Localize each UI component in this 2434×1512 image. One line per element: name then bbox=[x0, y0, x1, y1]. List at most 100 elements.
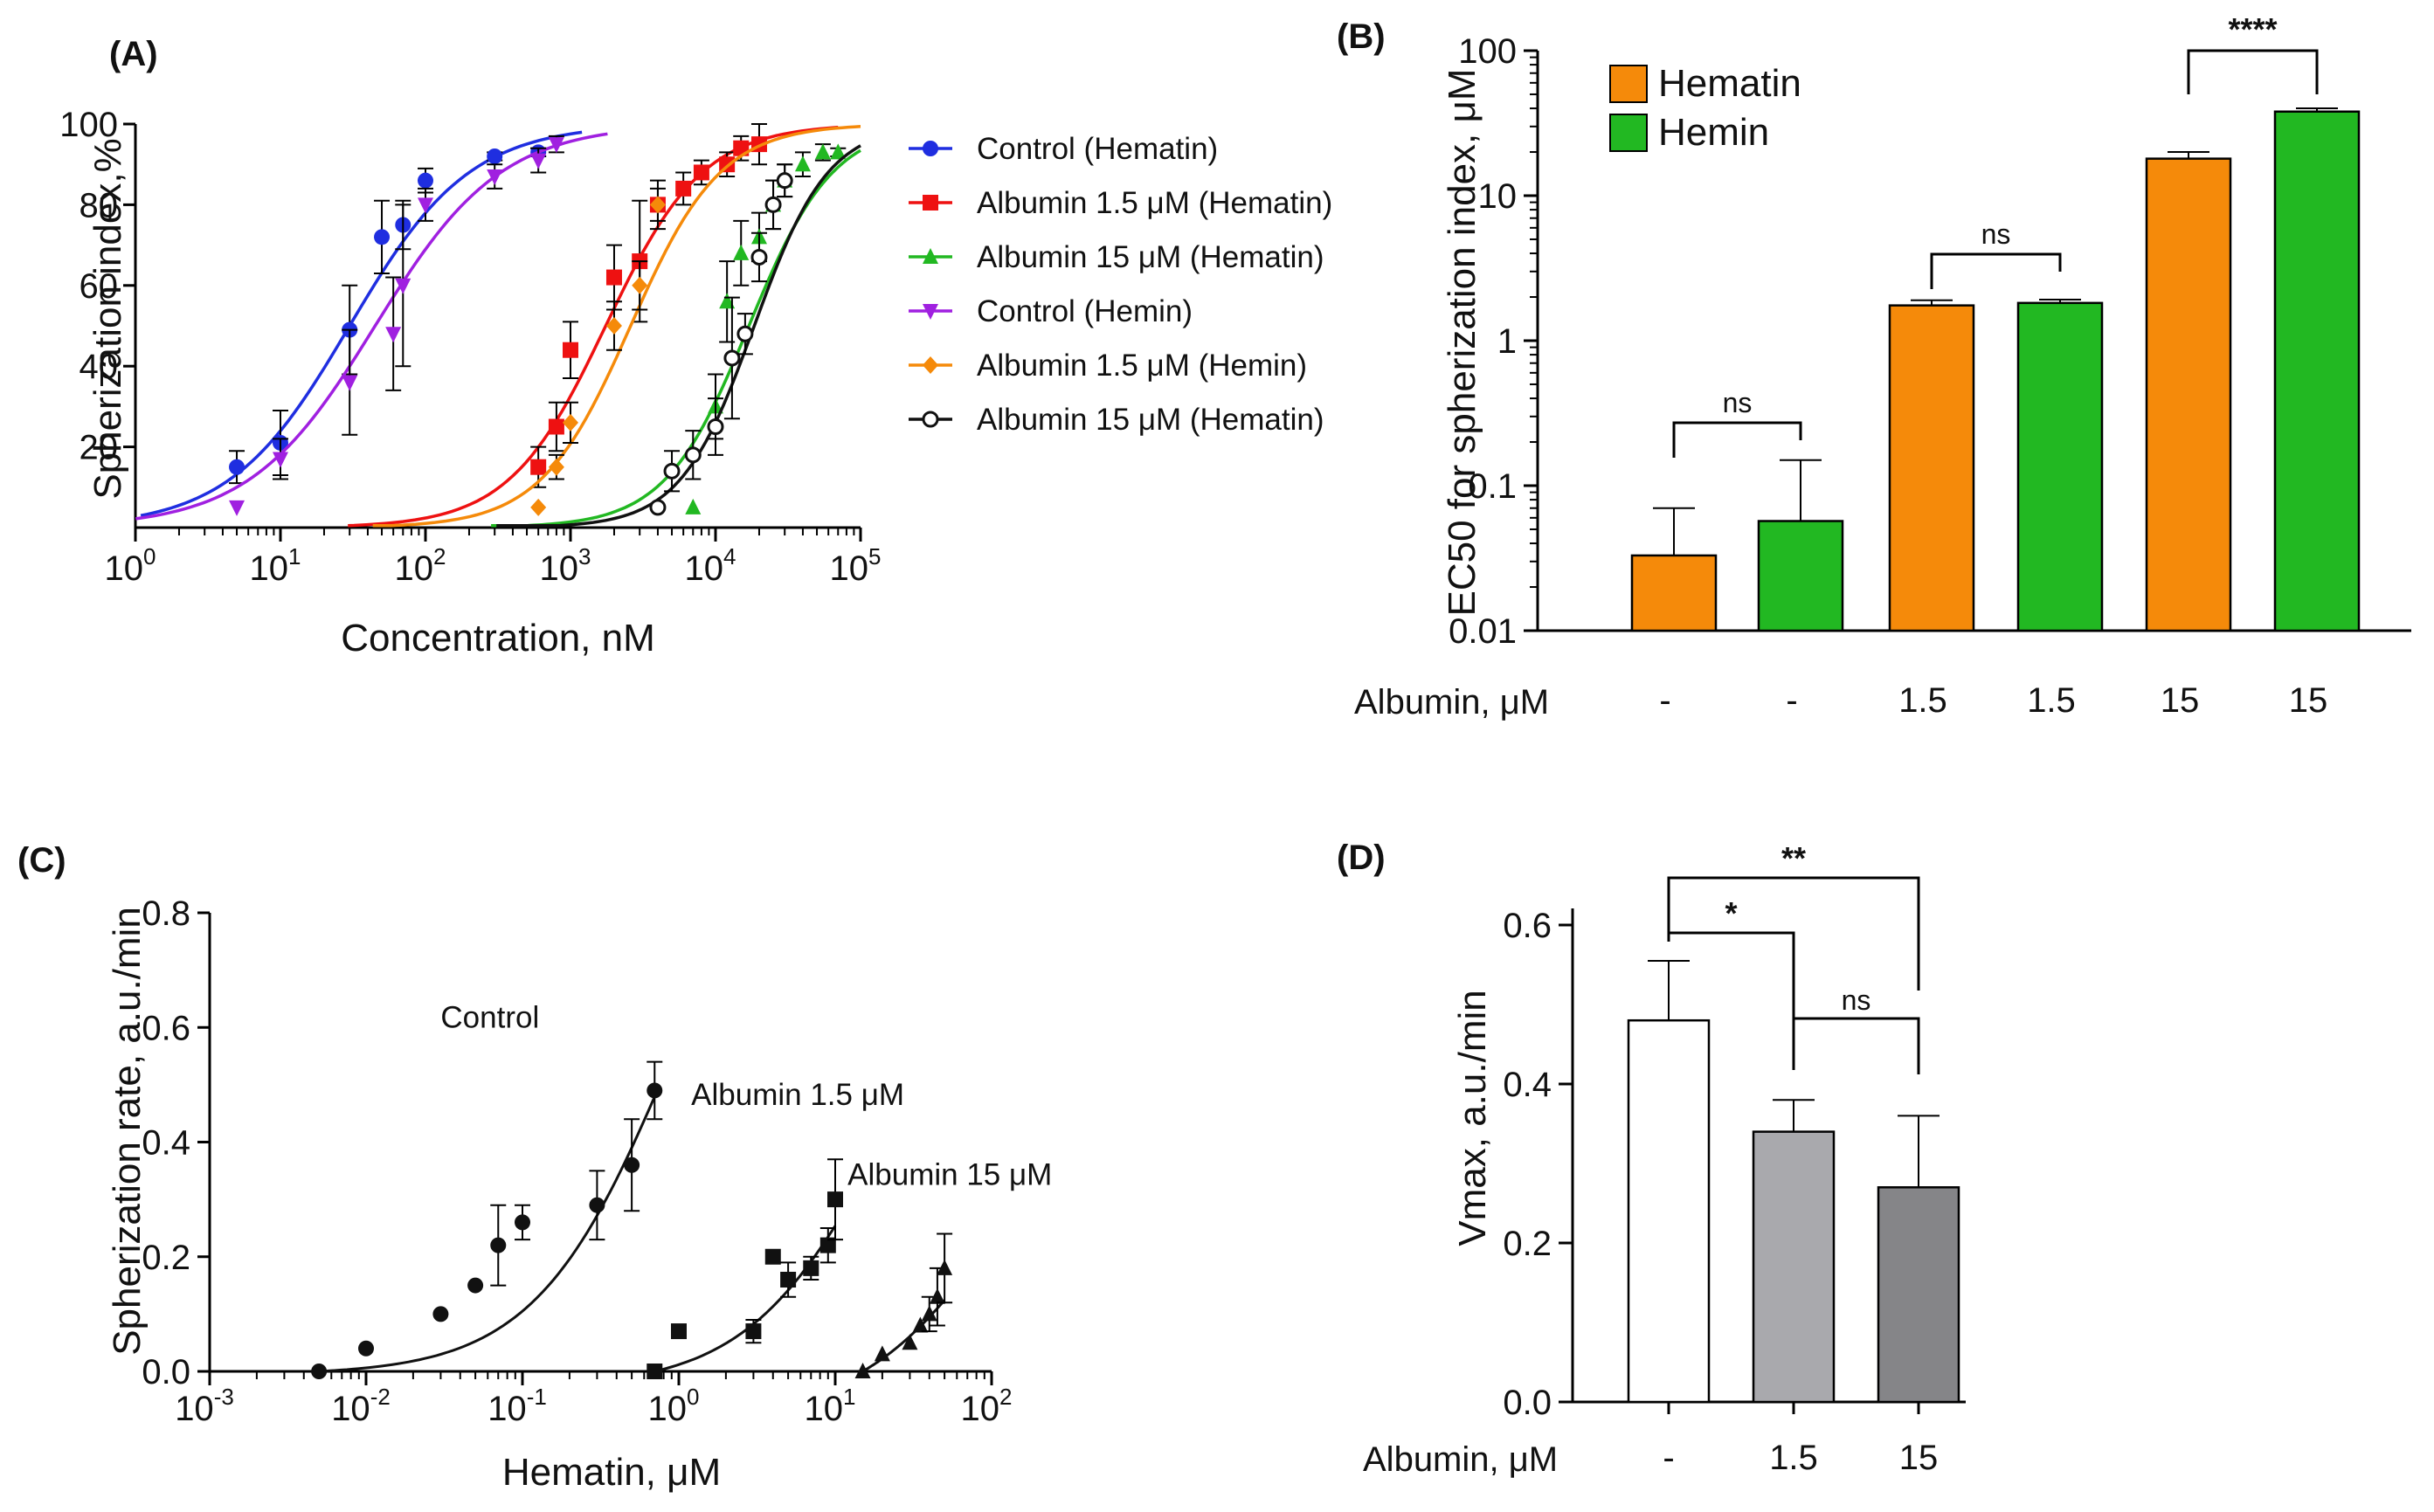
panel-a-x-tick-label-exp: 3 bbox=[578, 543, 591, 570]
panel-a-x-tick-label: 104 bbox=[685, 543, 736, 588]
panel-a-series-albumin-1-5-m-hemin bbox=[372, 125, 861, 528]
panel-a-point bbox=[229, 459, 245, 475]
panel-c-x-title: Hematin, μM bbox=[502, 1451, 721, 1494]
panel-a-point bbox=[563, 342, 578, 358]
panel-c-x-tick-label: 102 bbox=[961, 1384, 1013, 1428]
panel-a-point bbox=[707, 418, 724, 435]
panel-b-category-label: - bbox=[1786, 681, 1797, 720]
panel-c-x-tick-label-base: 10 bbox=[487, 1390, 527, 1428]
panel-a-y-tick-label: 60 bbox=[80, 267, 119, 306]
panel-b-category-label: 1.5 bbox=[1898, 681, 1947, 720]
panel-d-category-label: 1.5 bbox=[1769, 1439, 1818, 1477]
panel-a-point bbox=[663, 462, 681, 480]
panel-c-y-tick-label: 0.8 bbox=[142, 894, 190, 933]
panel-c-point bbox=[780, 1272, 797, 1288]
panel-d-significance-label: * bbox=[1725, 895, 1737, 931]
panel-a-point bbox=[736, 325, 754, 342]
panel-c-point bbox=[490, 1237, 507, 1253]
panel-b-y-title: EC50 for spherization index, μM bbox=[1441, 69, 1483, 617]
panel-d-y-tick-label: 0.0 bbox=[1503, 1384, 1552, 1422]
panel-c-y-tick-label: 0.2 bbox=[142, 1239, 190, 1277]
panel-c-x-tick-label: 10-2 bbox=[331, 1384, 391, 1428]
panel-d-y-title: Vmax, a.u./min bbox=[1451, 990, 1494, 1246]
panel-a-fit-curve bbox=[496, 144, 861, 528]
panel-c-point bbox=[358, 1340, 374, 1357]
panel-a-y-tick-label: 40 bbox=[80, 348, 119, 386]
panel-c-point bbox=[937, 1259, 953, 1275]
panel-d-significance-label: ** bbox=[1781, 840, 1806, 876]
panel-a-point bbox=[342, 375, 358, 391]
panel-c-point bbox=[647, 1364, 663, 1379]
panel-a-point bbox=[764, 196, 782, 213]
panel-c-point bbox=[745, 1323, 762, 1340]
panel-c-x-tick-label-exp: 1 bbox=[843, 1384, 855, 1410]
panel-c: (C) 0.00.20.40.60.810-3 10-2 10-1 100 101 102… bbox=[17, 841, 1052, 1494]
panel-b-category-label: 15 bbox=[2161, 681, 2200, 720]
panel-c-series-albumin-15-m bbox=[854, 1232, 953, 1378]
panel-a-point bbox=[418, 172, 433, 189]
panel-a-point bbox=[229, 500, 245, 516]
panel-a-x-tick-label: 100 bbox=[105, 543, 156, 588]
panel-b-bar-hematin bbox=[2145, 157, 2232, 632]
panel-a-x-title: Concentration, nM bbox=[341, 617, 655, 659]
panel-b-bar-hemin bbox=[1757, 520, 1844, 632]
panel-c-series-label: Albumin 15 μM bbox=[847, 1158, 1052, 1192]
panel-c-point bbox=[515, 1214, 530, 1231]
panel-c-y-tick-label: 0.4 bbox=[142, 1124, 190, 1163]
panel-a-x-tick-label-exp: 0 bbox=[143, 543, 156, 570]
panel-a-x-tick-label-base: 10 bbox=[250, 549, 289, 588]
panel-d-bar bbox=[1752, 1130, 1836, 1404]
panel-c-point bbox=[432, 1306, 449, 1322]
panel-a-x-tick-label-exp: 4 bbox=[723, 543, 736, 570]
panel-a-y-tick-label: 80 bbox=[80, 186, 119, 224]
panel-a-point bbox=[649, 196, 666, 214]
panel-a-point bbox=[723, 349, 741, 367]
panel-c-x-tick-label-exp: 0 bbox=[687, 1384, 699, 1410]
panel-c-x-tick-label: 101 bbox=[805, 1384, 856, 1428]
panel-b-y-tick-label: 0.01 bbox=[1449, 612, 1517, 651]
panel-c-x-tick-label: 10-1 bbox=[487, 1384, 547, 1428]
panel-c-point bbox=[764, 1248, 781, 1265]
panel-c-x-tick-label-base: 10 bbox=[961, 1390, 1000, 1428]
panel-c-x-tick-label: 10-3 bbox=[175, 1384, 234, 1428]
panel-c-x-tick-label: 100 bbox=[648, 1384, 700, 1428]
panel-b-significance-bracket bbox=[2187, 49, 2319, 94]
panel-a-point bbox=[548, 418, 564, 435]
panel-a-point bbox=[418, 197, 433, 214]
panel-b-significance-bracket bbox=[1930, 252, 2062, 289]
panel-c-point bbox=[819, 1237, 836, 1253]
panel-b-significance-bracket bbox=[1672, 421, 1802, 458]
panel-b-x-title: Albumin, μM bbox=[1354, 683, 1549, 721]
panel-a-point bbox=[605, 317, 622, 335]
panel-b-bar-hemin bbox=[2273, 110, 2361, 632]
panel-c-point bbox=[467, 1277, 484, 1294]
panel-c-x-tick-label-exp: -2 bbox=[370, 1384, 391, 1410]
panel-c-series-albumin-1-5-m bbox=[647, 1158, 843, 1379]
panel-c-point bbox=[624, 1156, 640, 1173]
panel-a-point bbox=[675, 180, 692, 197]
panel-c-x-tick-label-exp: -1 bbox=[527, 1384, 547, 1410]
panel-b-significance-label: **** bbox=[2228, 11, 2277, 47]
panel-c-point bbox=[854, 1363, 871, 1378]
panel-b-legend-label: Hemin bbox=[1658, 111, 1769, 154]
panel-a-y-title: Spherization index,% bbox=[86, 138, 129, 499]
panel-a-point bbox=[684, 446, 702, 464]
panel-a-point bbox=[530, 459, 547, 475]
panel-c-y-tick-label: 0.6 bbox=[142, 1009, 190, 1047]
panel-b-category-label: 1.5 bbox=[2027, 681, 2076, 720]
panel-c-point bbox=[647, 1082, 663, 1099]
panel-c-point bbox=[589, 1197, 605, 1213]
panel-d-y-tick-label: 0.4 bbox=[1503, 1066, 1552, 1104]
panel-a-x-tick-label-exp: 5 bbox=[868, 543, 881, 570]
panel-a-point bbox=[563, 413, 578, 432]
panel-a-point bbox=[649, 499, 667, 516]
panel-a-x-tick-label: 101 bbox=[250, 543, 301, 588]
panel-b-y-tick-label: 0.1 bbox=[1468, 467, 1517, 506]
panel-c-point bbox=[921, 1305, 937, 1322]
panel-a-x-tick-label-exp: 1 bbox=[288, 543, 301, 570]
panel-c-x-tick-label-base: 10 bbox=[805, 1390, 844, 1428]
panel-b-legend-swatch bbox=[1609, 114, 1648, 152]
panel-a-point bbox=[548, 458, 564, 476]
